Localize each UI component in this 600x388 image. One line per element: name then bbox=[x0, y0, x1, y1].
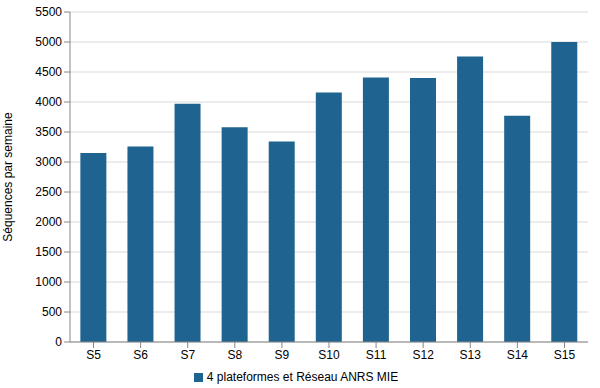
svg-text:500: 500 bbox=[42, 305, 62, 319]
svg-text:S6: S6 bbox=[133, 348, 148, 362]
svg-text:3000: 3000 bbox=[35, 155, 62, 169]
svg-text:S10: S10 bbox=[318, 348, 340, 362]
svg-text:S11: S11 bbox=[366, 348, 387, 362]
svg-text:0: 0 bbox=[55, 335, 62, 349]
svg-text:S7: S7 bbox=[180, 348, 195, 362]
svg-text:1000: 1000 bbox=[35, 275, 62, 289]
svg-text:5500: 5500 bbox=[35, 5, 62, 19]
svg-text:Séquences par semaine: Séquences par semaine bbox=[8, 112, 15, 242]
svg-text:2500: 2500 bbox=[35, 185, 62, 199]
svg-text:S15: S15 bbox=[554, 348, 576, 362]
svg-text:S5: S5 bbox=[86, 348, 101, 362]
svg-text:S12: S12 bbox=[413, 348, 435, 362]
svg-text:4000: 4000 bbox=[35, 95, 62, 109]
svg-text:2000: 2000 bbox=[35, 215, 62, 229]
svg-text:1500: 1500 bbox=[35, 245, 62, 259]
svg-text:S13: S13 bbox=[460, 348, 482, 362]
svg-text:5000: 5000 bbox=[35, 35, 62, 49]
svg-text:S9: S9 bbox=[275, 348, 290, 362]
svg-text:S14: S14 bbox=[507, 348, 529, 362]
svg-text:3500: 3500 bbox=[35, 125, 62, 139]
html-text:4 plateformes et Réseau ANRS M: 4 plateformes et Réseau ANRS MIE bbox=[206, 370, 399, 384]
svg-text:S8: S8 bbox=[227, 348, 242, 362]
svg-text:4500: 4500 bbox=[35, 65, 62, 79]
